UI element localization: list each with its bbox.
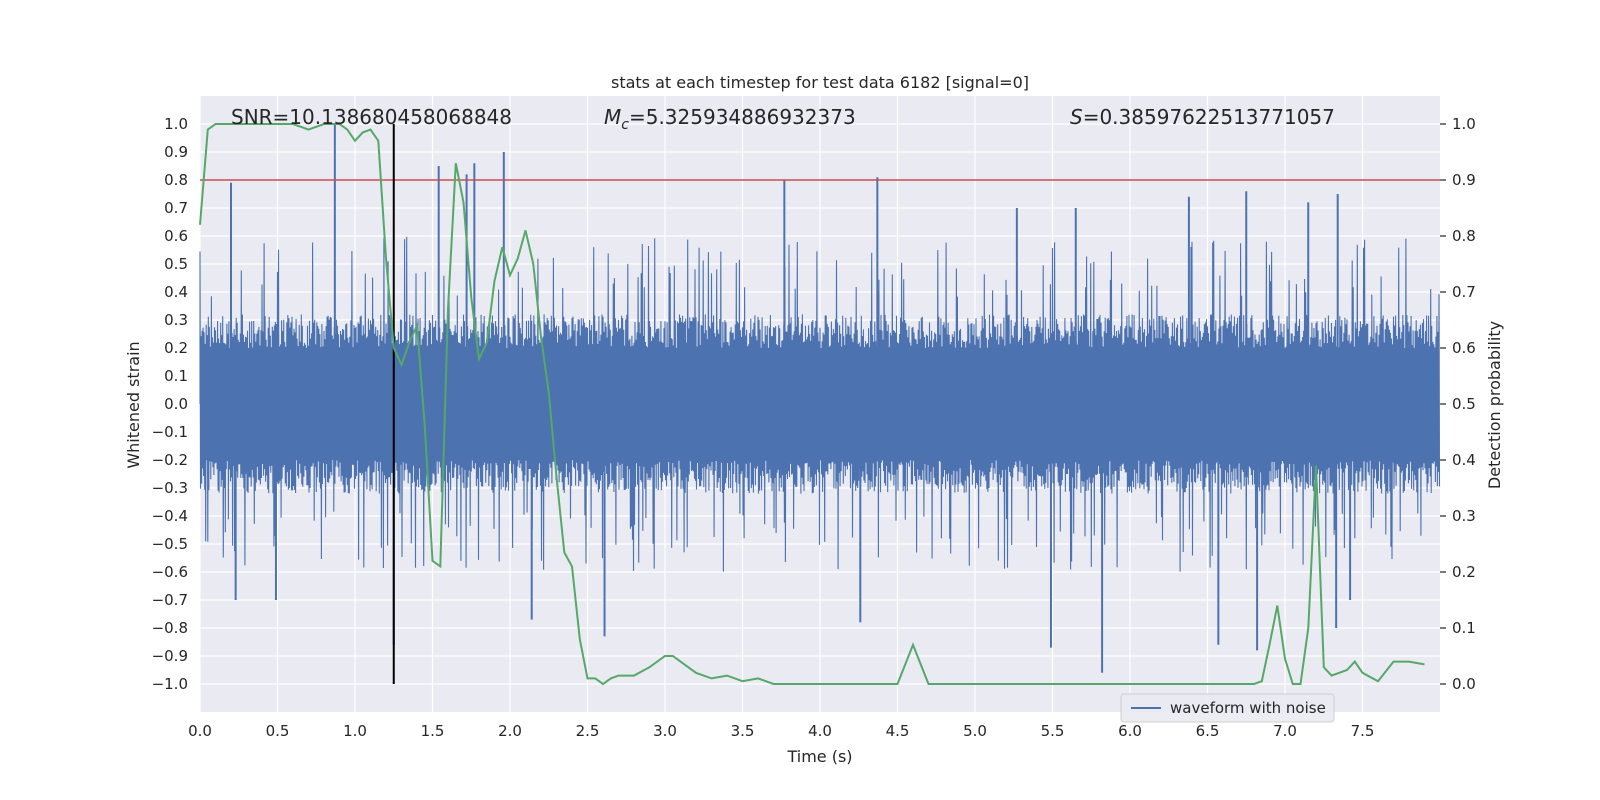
y-axis-label-right: Detection probability [1485,321,1504,489]
s-symbol: S [1070,105,1083,129]
mc-symbol: M [604,105,621,129]
y-left-tick-label: 0.6 [164,227,188,245]
y-right-tick-label: 0.7 [1452,283,1476,301]
y-right-tick-label: 0.1 [1452,619,1476,637]
waveform-line [199,236,1441,572]
y-axis-label-left: Whitened strain [124,341,143,468]
chart-title: stats at each timestep for test data 618… [611,73,1029,92]
x-tick-label: 6.0 [1118,722,1142,740]
x-tick-label: 5.0 [963,722,987,740]
y-left-tick-label: −0.7 [152,591,188,609]
y-left-tick-label: −1.0 [152,675,188,693]
x-tick-label: 1.0 [343,722,367,740]
y-right-tick-label: 0.4 [1452,451,1476,469]
mc-subscript: c [621,117,629,133]
y-right-tick-label: 0.9 [1452,171,1476,189]
y-right-tick-label: 0.0 [1452,675,1476,693]
y-left-tick-label: 0.0 [164,395,188,413]
x-tick-label: 2.0 [498,722,522,740]
x-tick-label: 3.5 [731,722,755,740]
y-left-tick-label: 1.0 [164,115,188,133]
x-tick-label: 4.5 [886,722,910,740]
x-tick-label: 5.5 [1041,722,1065,740]
y-left-tick-label: 0.7 [164,199,188,217]
legend-box [1120,693,1335,723]
y-left-tick-label: −0.1 [152,423,188,441]
legend: waveform with noise [1120,693,1335,723]
y-right-tick-label: 1.0 [1452,115,1476,133]
x-tick-label: 4.0 [808,722,832,740]
y-left-tick-label: 0.2 [164,339,188,357]
x-tick-label: 0.0 [188,722,212,740]
x-tick-label: 2.5 [576,722,600,740]
y-right-tick-label: 0.6 [1452,339,1476,357]
y-left-tick-label: 0.9 [164,143,188,161]
y-left-tick-label: −0.6 [152,563,188,581]
snr-annotation: SNR=10.138680458068848 [231,105,512,129]
legend-entry: waveform with noise [1170,699,1326,717]
waveform-series [199,124,1441,673]
y-right-tick-label: 0.3 [1452,507,1476,525]
s-annotation: S=0.38597622513771057 [1070,105,1335,129]
x-tick-label: 7.5 [1351,722,1375,740]
x-tick-label: 0.5 [266,722,290,740]
s-value: =0.38597622513771057 [1083,105,1335,129]
x-tick-label: 7.0 [1273,722,1297,740]
axes: 0.0 0.5 1.0 1.5 2.0 2.5 3.0 3.5 4.0 4.5 5.0 5.5 6.0 6… [152,115,1476,740]
y-left-tick-label: 0.1 [164,367,188,385]
overlay-lines [199,123,1440,686]
y-right-tick-label: 0.5 [1452,395,1476,413]
x-tick-label: 1.5 [421,722,445,740]
x-axis-label: Time (s) [786,747,852,766]
y-left-tick-label: −0.5 [152,535,188,553]
y-left-tick-label: −0.2 [152,451,188,469]
y-left-tick-label: 0.3 [164,311,188,329]
y-left-tick-label: −0.4 [152,507,188,525]
y-left-tick-label: −0.8 [152,619,188,637]
y-left-tick-label: −0.9 [152,647,188,665]
y-right-tick-label: 0.8 [1452,227,1476,245]
x-tick-label: 3.0 [653,722,677,740]
detection-probability-line [199,123,1425,686]
mc-value: =5.325934886932373 [629,105,856,129]
y-left-tick-label: 0.5 [164,255,188,273]
x-tick-label: 6.5 [1196,722,1220,740]
y-left-tick-label: 0.8 [164,171,188,189]
y-left-tick-label: 0.4 [164,283,188,301]
y-left-tick-label: −0.3 [152,479,188,497]
y-right-tick-label: 0.2 [1452,563,1476,581]
mc-annotation: Mc=5.325934886932373 [604,105,856,133]
